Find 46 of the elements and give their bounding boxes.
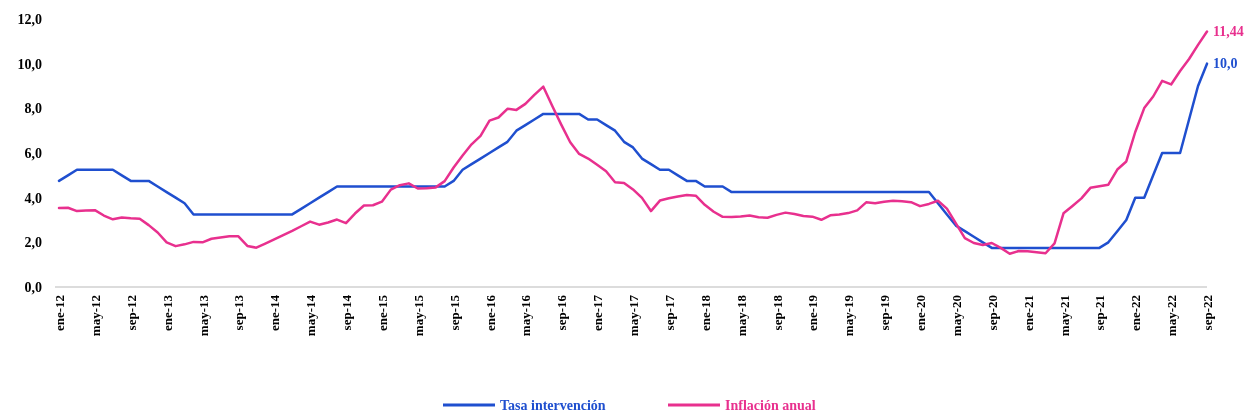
x-tick-label: may-13 — [195, 294, 211, 337]
x-tick-label: ene-22 — [1128, 295, 1144, 332]
x-tick-label: may-21 — [1056, 295, 1072, 337]
x-tick-label: ene-12 — [52, 295, 67, 332]
data-label: 11,44 — [1213, 23, 1244, 39]
y-tick-label: 8,0 — [24, 101, 42, 117]
x-tick-label: may-15 — [410, 294, 426, 337]
x-tick-label: ene-15 — [374, 294, 390, 332]
x-tick-label: sep-12 — [123, 295, 139, 331]
x-tick-label: sep-15 — [446, 294, 462, 331]
x-tick-label: may-22 — [1164, 295, 1180, 337]
x-tick-label: ene-21 — [1020, 295, 1036, 332]
y-tick-label: 12,0 — [17, 11, 42, 27]
y-tick-label: 4,0 — [24, 190, 42, 206]
x-tick-label: may-12 — [87, 295, 103, 337]
x-tick-label: ene-14 — [267, 294, 283, 332]
y-tick-label: 6,0 — [24, 145, 42, 161]
x-tick-label: ene-18 — [697, 294, 713, 332]
x-tick-label: sep-21 — [1092, 295, 1108, 331]
x-tick-label: sep-14 — [339, 294, 354, 331]
x-tick-label: sep-18 — [769, 294, 785, 331]
legend-label: Tasa intervención — [500, 397, 606, 411]
y-tick-label: 0,0 — [24, 279, 42, 295]
x-tick-label: may-19 — [841, 294, 857, 337]
x-tick-label: ene-13 — [159, 294, 175, 332]
y-tick-label: 2,0 — [24, 235, 42, 251]
y-tick-label: 10,0 — [17, 56, 42, 72]
data-label: 10,0 — [1213, 55, 1238, 71]
line-series — [57, 62, 1209, 250]
x-tick-label: ene-16 — [482, 294, 498, 332]
x-tick-label: ene-20 — [913, 295, 928, 332]
x-tick-label: sep-16 — [554, 294, 570, 331]
x-tick-label: sep-13 — [231, 294, 247, 331]
x-tick-label: sep-20 — [984, 295, 1000, 331]
x-tick-label: may-16 — [518, 294, 534, 337]
x-tick-label: may-14 — [303, 294, 319, 337]
x-tick-label: may-18 — [733, 294, 749, 337]
x-tick-label: sep-17 — [661, 294, 677, 331]
x-tick-label: ene-19 — [805, 294, 821, 332]
line-series — [57, 30, 1209, 255]
x-tick-label: may-20 — [948, 295, 964, 337]
x-tick-label: sep-19 — [877, 294, 893, 331]
legend-label: Inflación anual — [725, 397, 816, 411]
x-tick-label: ene-17 — [590, 294, 606, 332]
x-tick-label: may-17 — [626, 294, 641, 337]
x-tick-label: sep-22 — [1200, 295, 1215, 331]
